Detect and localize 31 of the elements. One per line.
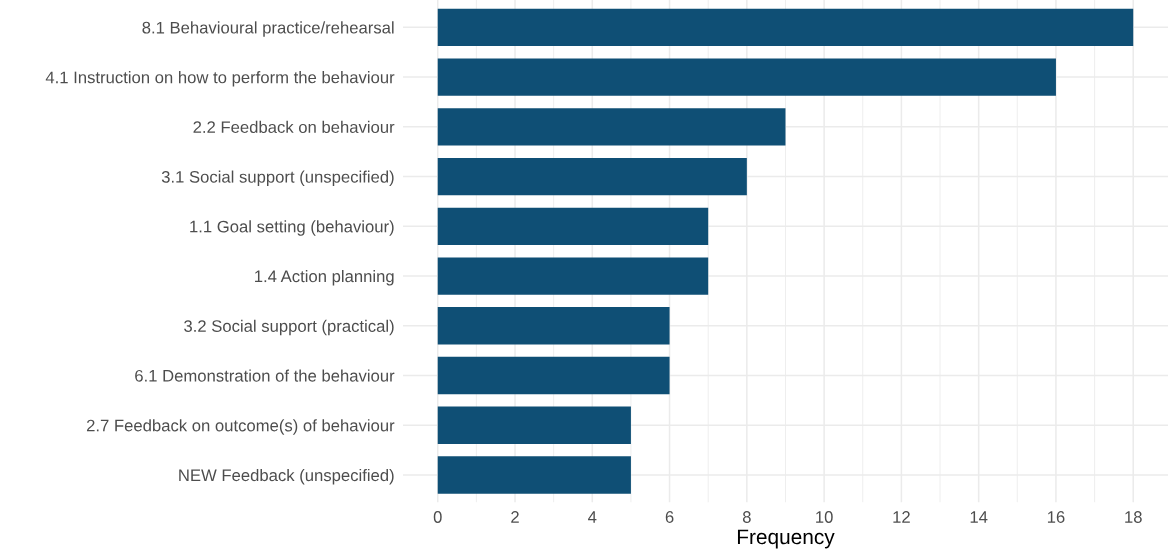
x-tick-label: 2 xyxy=(511,511,519,523)
y-tick-label: 8.1 Behavioural practice/rehearsal xyxy=(142,21,394,37)
y-tick-label: 1.1 Goal setting (behaviour) xyxy=(190,220,394,236)
bar xyxy=(437,207,709,245)
bar xyxy=(437,257,709,295)
x-tick-label: 18 xyxy=(1125,511,1142,523)
x-tick-label: 10 xyxy=(816,511,833,523)
y-tick-label: NEW Feedback (unspecified) xyxy=(179,468,394,485)
y-tick-label: 3.1 Social support (unspecified) xyxy=(161,170,394,187)
x-tick-label: 8 xyxy=(742,511,751,523)
bar xyxy=(437,58,1056,96)
x-tick-label: 6 xyxy=(665,511,674,523)
x-tick-label: 0 xyxy=(433,511,442,523)
y-tick-label: 4.1 Instruction on how to perform the behaviour xyxy=(45,71,395,87)
y-tick-label: 6.1 Demonstration of the behaviour xyxy=(135,369,395,382)
x-tick-label: 4 xyxy=(588,511,597,523)
bar xyxy=(437,8,1134,47)
x-tick-label: 16 xyxy=(1047,511,1065,523)
bar xyxy=(437,356,670,395)
y-tick-label: 3.2 Social support (practical) xyxy=(184,319,394,336)
bar xyxy=(437,157,747,196)
bar xyxy=(437,456,631,494)
x-tick-label: 12 xyxy=(893,511,910,523)
bar xyxy=(437,307,670,345)
bar xyxy=(437,406,631,444)
bar xyxy=(437,108,786,146)
y-tick-label: 2.2 Feedback on behaviour xyxy=(193,120,395,134)
y-tick-label: 2.7 Feedback on outcome(s) of behaviour xyxy=(86,419,395,435)
x-tick-label: 14 xyxy=(970,511,988,523)
y-tick-label: 1.4 Action planning xyxy=(255,270,394,286)
x-axis-title: Frequency xyxy=(737,529,835,549)
